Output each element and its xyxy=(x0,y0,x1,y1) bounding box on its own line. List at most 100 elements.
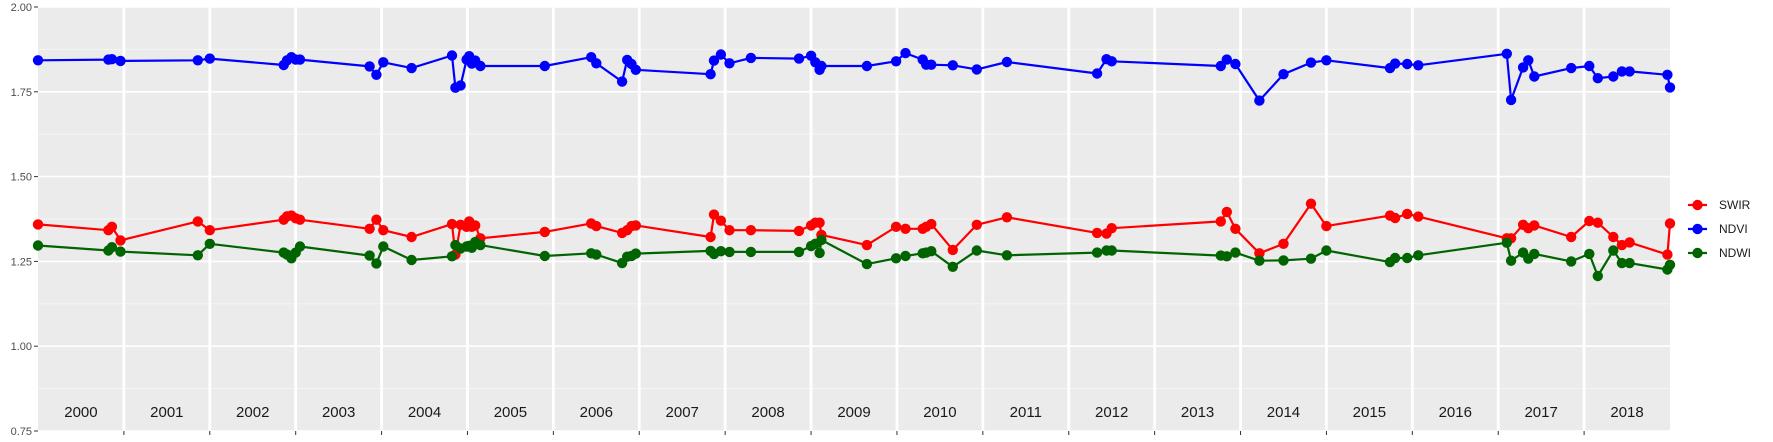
year-label: 2002 xyxy=(236,404,269,421)
ndvi-point xyxy=(708,55,720,66)
ndvi-point xyxy=(1230,58,1241,70)
ndvi-point xyxy=(1523,55,1534,66)
ndvi-point xyxy=(616,76,628,87)
ndvi-point xyxy=(32,55,44,66)
ndvi-point xyxy=(371,69,382,81)
ndvi-point xyxy=(1321,55,1332,66)
ndvi-point xyxy=(1402,58,1413,70)
ndvi-point xyxy=(1624,66,1635,77)
swir-point xyxy=(1389,212,1401,224)
y-tick-label: 1.00 xyxy=(11,341,32,353)
swir-point xyxy=(446,218,458,230)
year-label: 2004 xyxy=(408,404,441,421)
legend-label: NDVI xyxy=(1719,222,1748,236)
ndwi-point xyxy=(475,239,486,251)
ndwi-point xyxy=(900,250,911,262)
ndvi-point xyxy=(1106,56,1117,67)
swir-point xyxy=(1413,211,1424,222)
ndwi-point xyxy=(1402,252,1413,264)
year-label: 2012 xyxy=(1095,404,1128,421)
swir-point xyxy=(1001,212,1013,223)
ndvi-point xyxy=(1616,66,1628,77)
ndwi-point xyxy=(371,258,382,269)
axis-layer: 0.75 1.00 1.25 1.50 1.75 2.00 xyxy=(11,2,1585,438)
ndwi-point xyxy=(1566,256,1577,267)
ndvi-point xyxy=(705,69,716,80)
ndwi-point xyxy=(1305,253,1317,264)
ndvi-point xyxy=(971,64,982,75)
ndwi-point xyxy=(364,250,375,261)
swir-point xyxy=(947,244,958,256)
grid-layer xyxy=(38,6,1670,432)
ndwi-point xyxy=(1413,250,1424,261)
ndvi-point xyxy=(455,80,466,91)
ndvi-point xyxy=(926,59,937,70)
ndvi-point xyxy=(1001,56,1013,68)
ndvi-point xyxy=(1305,57,1317,68)
ndvi-point xyxy=(745,52,757,64)
ndwi-point xyxy=(1501,237,1513,248)
ndwi-point xyxy=(1091,247,1103,258)
swir-point xyxy=(470,220,481,231)
legend-item-ndwi: NDWI xyxy=(1688,246,1751,260)
ndwi-point xyxy=(294,241,306,252)
swir-point xyxy=(715,215,727,226)
swir-point xyxy=(1321,220,1332,232)
year-label: 2014 xyxy=(1267,404,1300,421)
ndwi-point xyxy=(204,238,215,249)
ndvi-point xyxy=(1566,62,1577,74)
ndwi-point xyxy=(1001,250,1013,261)
ndvi-point xyxy=(1413,60,1424,71)
y-tick-label: 0.75 xyxy=(11,426,32,438)
year-label: 2015 xyxy=(1353,404,1386,421)
ndvi-point xyxy=(539,60,550,72)
swir-point xyxy=(630,220,641,231)
swir-point xyxy=(705,231,716,243)
swir-point xyxy=(406,231,417,243)
ndvi-point xyxy=(106,54,118,65)
swir-point xyxy=(1305,198,1317,209)
ndvi-point xyxy=(1254,95,1265,106)
ndvi-point xyxy=(1505,94,1517,106)
year-label: 2017 xyxy=(1524,404,1557,421)
y-tick-label: 1.75 xyxy=(11,87,32,99)
legend-key-point xyxy=(1692,199,1703,211)
ndvi-point xyxy=(1592,73,1604,84)
ndwi-point xyxy=(861,258,873,270)
ndwi-point xyxy=(971,245,982,256)
y-tick-label: 1.50 xyxy=(11,172,32,184)
ndwi-point xyxy=(1505,255,1517,266)
year-label: 2000 xyxy=(64,404,97,421)
y-tick-label: 1.25 xyxy=(11,256,32,268)
ndvi-point xyxy=(630,64,641,76)
ndwi-point xyxy=(539,250,550,262)
ndvi-point xyxy=(861,60,873,72)
ndwi-point xyxy=(1221,251,1233,262)
ndwi-point xyxy=(32,240,44,251)
ndvi-point xyxy=(115,55,126,67)
ndwi-point xyxy=(406,254,417,266)
swir-point xyxy=(1402,208,1413,220)
year-label: 2013 xyxy=(1181,404,1214,421)
ndwi-point xyxy=(1592,270,1604,282)
swir-point xyxy=(861,239,873,251)
swir-point xyxy=(1215,216,1227,227)
ndwi-point xyxy=(1584,248,1595,260)
ndvi-point xyxy=(900,47,911,59)
swir-point xyxy=(724,225,735,236)
ndvi-point xyxy=(1389,58,1401,69)
swir-point xyxy=(1592,217,1604,228)
swir-point xyxy=(1254,248,1265,259)
swir-point xyxy=(1106,223,1117,234)
year-label: 2010 xyxy=(923,404,956,421)
ndwi-point xyxy=(793,246,805,258)
swir-point xyxy=(1230,223,1241,234)
ndwi-point xyxy=(115,246,126,257)
ndwi-point xyxy=(890,253,902,264)
ndwi-point xyxy=(106,242,118,253)
ndvi-point xyxy=(294,54,306,65)
swir-point xyxy=(1664,218,1676,229)
swir-point xyxy=(1584,215,1595,227)
year-label: 2009 xyxy=(837,404,870,421)
